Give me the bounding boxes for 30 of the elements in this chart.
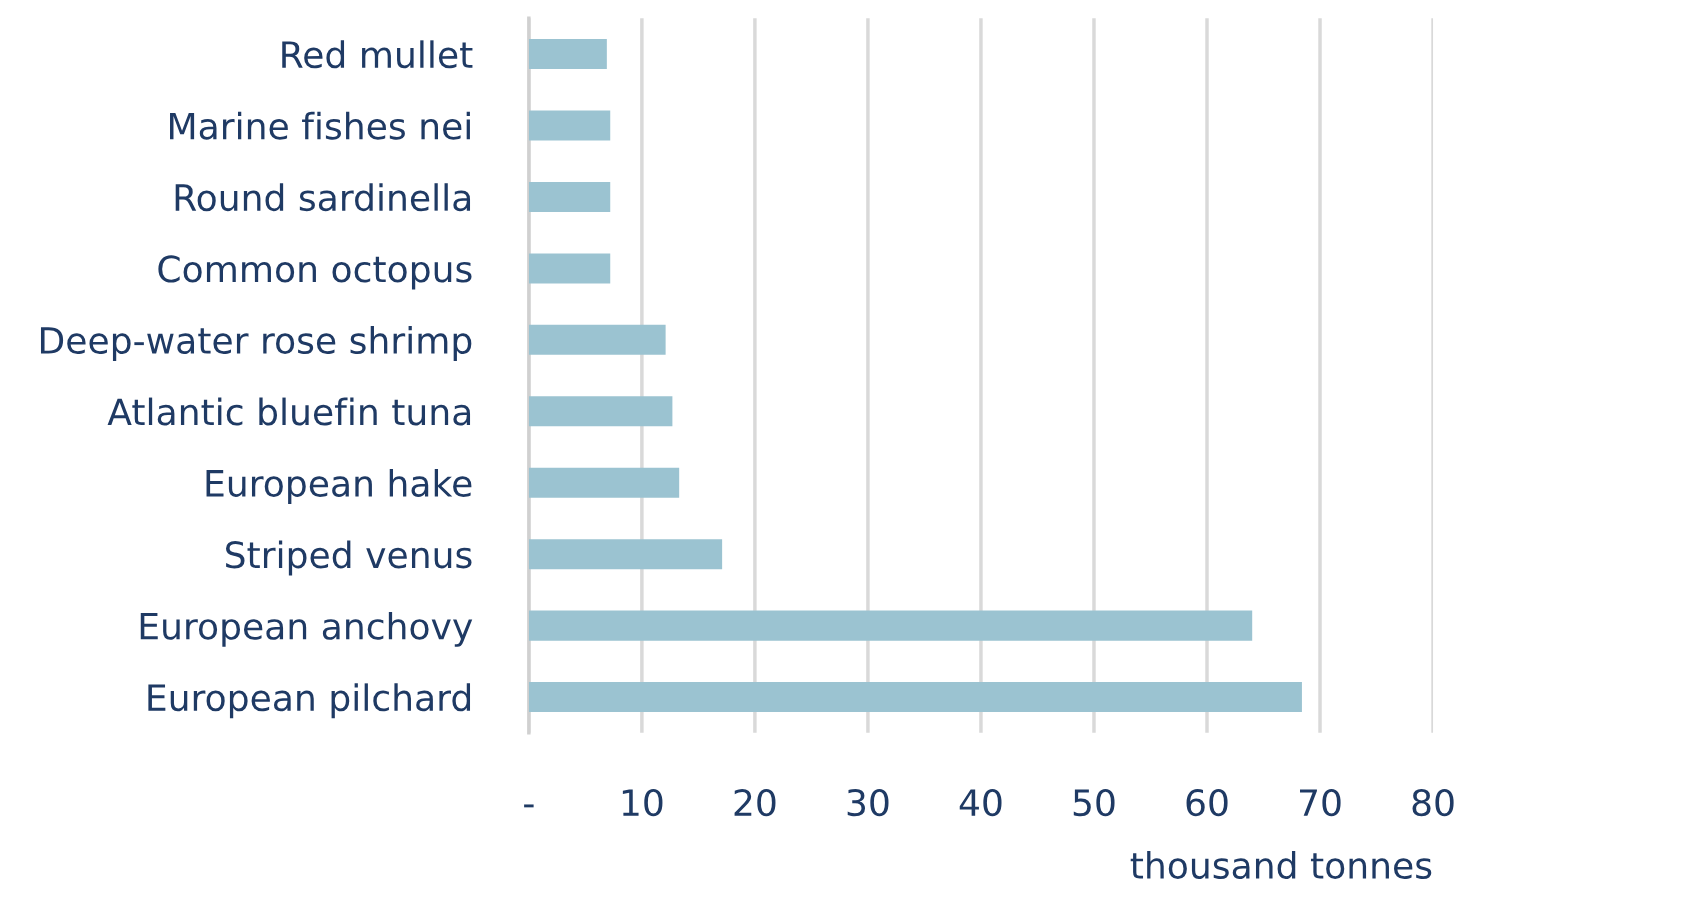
y-tick-label: European anchovy: [140, 611, 473, 647]
bar: [528, 39, 607, 70]
y-tick-label: Atlantic bluefin tuna: [107, 397, 471, 426]
bar: [528, 682, 1302, 713]
bar: [528, 396, 673, 427]
bar: [528, 539, 723, 570]
bar: [528, 610, 1253, 641]
x-tick-label: 70: [1300, 788, 1341, 817]
y-tick-label: Deep-water rose shrimp: [40, 326, 472, 362]
x-tick-label: -: [524, 804, 534, 808]
y-tick-label: Striped venus: [226, 540, 472, 576]
x-tick-label: 30: [847, 788, 889, 817]
y-tick-label: Round sardinella: [175, 183, 471, 212]
x-axis-title: thousand tonnes: [1130, 851, 1432, 880]
x-tick-label: 20: [734, 788, 776, 817]
y-tick-label: Marine fishes nei: [170, 111, 470, 140]
y-tick-label: Common octopus: [158, 255, 472, 290]
x-tick-label: 50: [1073, 788, 1115, 817]
x-tick-label: 40: [959, 788, 1002, 817]
bar: [528, 467, 680, 498]
x-tick-label: 80: [1412, 788, 1454, 817]
y-tick-label: European pilchard: [148, 683, 471, 719]
bar: [528, 181, 611, 212]
bar: [528, 110, 611, 141]
x-tick-label: 10: [622, 788, 663, 817]
x-tick-label: 60: [1186, 788, 1228, 817]
bar: [528, 324, 666, 355]
y-tick-label: Red mullet: [282, 40, 473, 69]
bar: [528, 253, 611, 284]
y-tick-label: European hake: [206, 469, 472, 504]
